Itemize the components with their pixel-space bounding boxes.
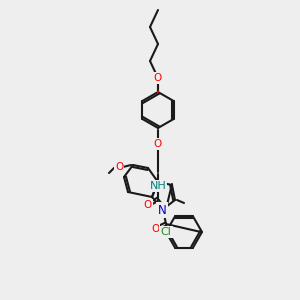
Text: O: O <box>154 139 162 149</box>
Text: Cl: Cl <box>160 227 171 237</box>
Text: O: O <box>151 224 159 234</box>
Text: N: N <box>158 203 166 217</box>
Text: O: O <box>144 200 152 210</box>
Text: O: O <box>115 162 123 172</box>
Text: O: O <box>115 162 123 172</box>
Text: NH: NH <box>150 181 166 191</box>
Text: O: O <box>154 73 162 83</box>
